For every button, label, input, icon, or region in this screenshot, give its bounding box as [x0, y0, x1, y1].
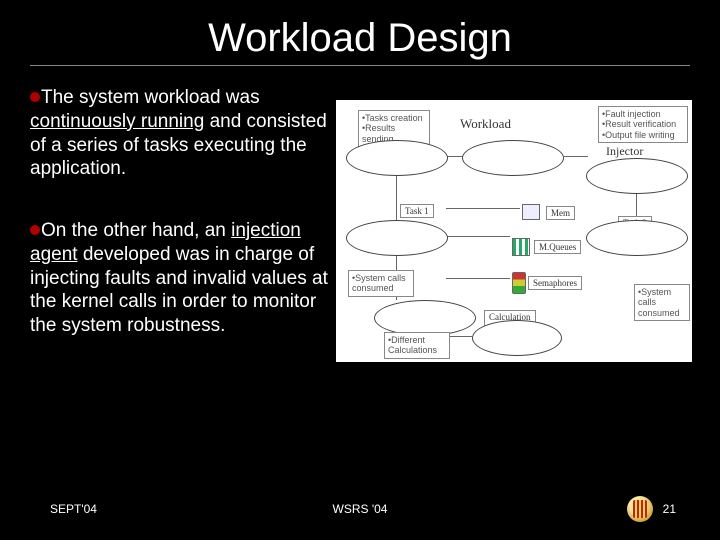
bullet-1: The system workload was continuously run… — [30, 86, 330, 181]
bullet-1-pre: system workload was — [74, 87, 260, 108]
bullet-dot-icon — [30, 92, 40, 102]
diagram-connector — [447, 156, 463, 157]
diagram-note-box: •Fault injection •Result verification •O… — [598, 106, 688, 143]
bullet-1-lead: The — [41, 87, 74, 108]
bullet-2-pre: the other hand, an — [66, 220, 231, 241]
logo-icon — [627, 496, 653, 522]
diagram-connector — [564, 156, 588, 157]
page-number: 21 — [663, 502, 676, 516]
diagram-oval-node — [586, 220, 688, 256]
diagram-connector — [446, 278, 510, 279]
mqueue-icon — [512, 238, 530, 256]
diagram-box-label: Mem — [546, 206, 575, 220]
footer: SEPT'04 WSRS '04 21 — [0, 496, 720, 522]
diagram-label: Workload — [460, 116, 511, 132]
slide-root: Workload Design The system workload was … — [0, 0, 720, 540]
text-column: The system workload was continuously run… — [30, 86, 330, 386]
title-underline — [30, 65, 690, 66]
mem-icon — [522, 204, 540, 220]
footer-left: SEPT'04 — [50, 502, 97, 516]
diagram-box-label: M.Queues — [534, 240, 581, 254]
diagram-box-label: Task 1 — [400, 204, 434, 218]
diagram-box-label: Semaphores — [528, 276, 582, 290]
bullet-dot-icon — [30, 225, 40, 235]
diagram-note-box: •System calls consumed — [634, 284, 690, 321]
diagram-oval-node — [462, 140, 564, 176]
diagram-note-box: •System calls consumed — [348, 270, 414, 297]
slide-title: Workload Design — [30, 16, 690, 61]
diagram-oval-node — [346, 140, 448, 176]
body-area: The system workload was continuously run… — [30, 86, 690, 386]
diagram-oval-node — [586, 158, 688, 194]
diagram-oval-node — [374, 300, 476, 336]
diagram-connector — [396, 176, 397, 220]
diagram-connector — [446, 236, 510, 237]
diagram-oval-node — [346, 220, 448, 256]
bullet-1-underline: continuously running — [30, 111, 204, 132]
logo-inner — [633, 500, 647, 518]
bullet-2: On the other hand, an injection agent de… — [30, 219, 330, 338]
footer-right: 21 — [627, 496, 676, 522]
footer-center: WSRS '04 — [0, 502, 720, 516]
workload-diagram: •Tasks creation •Results sendingWorkload… — [336, 100, 692, 362]
semaphore-icon — [512, 272, 526, 294]
bullet-2-lead: On — [41, 220, 66, 241]
diagram-column: •Tasks creation •Results sendingWorkload… — [336, 86, 690, 386]
diagram-note-box: •Different Calculations — [384, 332, 450, 359]
diagram-oval-node — [472, 320, 562, 356]
diagram-connector — [446, 208, 520, 209]
